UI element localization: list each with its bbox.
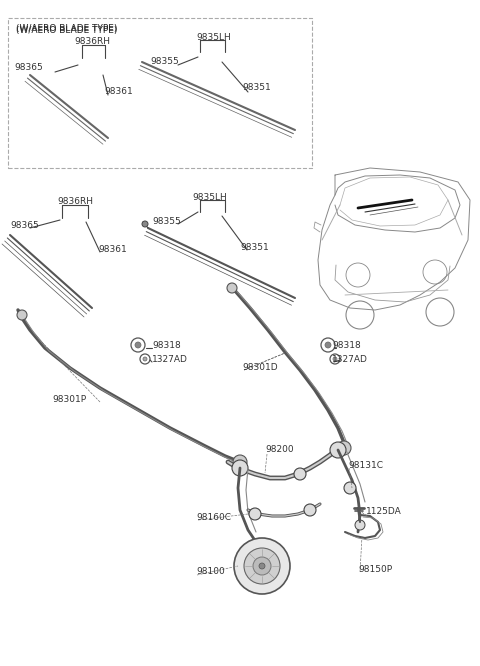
Text: 98131C: 98131C <box>348 462 383 470</box>
Text: 1125DA: 1125DA <box>366 507 402 517</box>
Text: 98200: 98200 <box>265 446 294 454</box>
Circle shape <box>249 508 261 520</box>
Text: 9836RH: 9836RH <box>57 198 93 206</box>
Circle shape <box>304 504 316 516</box>
Circle shape <box>253 557 271 575</box>
Circle shape <box>135 342 141 348</box>
Circle shape <box>344 482 356 494</box>
Circle shape <box>244 548 280 584</box>
Circle shape <box>143 357 147 361</box>
Text: 9835LH: 9835LH <box>196 33 231 43</box>
Text: 98351: 98351 <box>242 83 271 93</box>
Circle shape <box>259 563 265 569</box>
Circle shape <box>325 342 331 348</box>
Circle shape <box>142 221 148 227</box>
Text: 98361: 98361 <box>104 87 133 97</box>
Text: (W/AERO BLADE TYPE): (W/AERO BLADE TYPE) <box>16 23 118 33</box>
Text: 98318: 98318 <box>152 340 181 350</box>
Circle shape <box>227 283 237 293</box>
Text: 98355: 98355 <box>150 57 179 67</box>
Circle shape <box>234 538 290 594</box>
Circle shape <box>294 468 306 480</box>
Text: 1327AD: 1327AD <box>152 356 188 364</box>
Text: 98318: 98318 <box>332 340 361 350</box>
Text: 9835LH: 9835LH <box>192 194 227 202</box>
Circle shape <box>233 455 247 469</box>
Text: 98365: 98365 <box>10 222 39 230</box>
Text: 9836RH: 9836RH <box>74 37 110 47</box>
Text: 98301P: 98301P <box>52 396 86 404</box>
Text: 98351: 98351 <box>240 244 269 252</box>
Circle shape <box>232 460 248 476</box>
Circle shape <box>355 520 365 530</box>
Text: 98301D: 98301D <box>242 364 277 372</box>
Text: 98160C: 98160C <box>196 513 231 523</box>
Text: 98355: 98355 <box>152 218 181 226</box>
Text: 98365: 98365 <box>14 63 43 73</box>
Circle shape <box>330 442 346 458</box>
Circle shape <box>333 357 337 361</box>
Text: 98361: 98361 <box>98 246 127 254</box>
Bar <box>8 18 312 168</box>
Circle shape <box>17 310 27 320</box>
Text: (W/AERO BLADE TYPE): (W/AERO BLADE TYPE) <box>16 25 118 35</box>
Text: 98100: 98100 <box>196 567 225 577</box>
Circle shape <box>337 441 351 455</box>
Text: 98150P: 98150P <box>358 565 392 575</box>
Text: 1327AD: 1327AD <box>332 356 368 364</box>
